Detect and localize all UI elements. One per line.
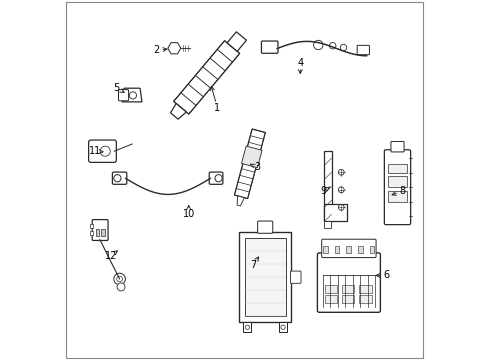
Bar [244,238,285,316]
FancyBboxPatch shape [390,141,403,152]
FancyBboxPatch shape [257,221,272,233]
Polygon shape [203,58,225,80]
Circle shape [114,273,125,285]
Circle shape [215,175,222,182]
Bar [387,191,406,202]
Polygon shape [188,75,210,97]
Circle shape [338,204,344,210]
Bar [369,246,373,253]
Polygon shape [167,42,181,54]
Bar [243,322,251,332]
Bar [96,229,99,236]
Polygon shape [195,67,218,88]
Circle shape [313,40,322,50]
Polygon shape [181,84,203,105]
Bar [358,295,371,303]
Circle shape [129,92,136,99]
Text: 2: 2 [153,45,159,55]
FancyBboxPatch shape [317,253,380,312]
FancyBboxPatch shape [112,172,126,184]
Bar [387,164,406,173]
Polygon shape [246,142,261,152]
Circle shape [114,175,121,182]
Polygon shape [209,49,232,71]
Polygon shape [122,88,142,102]
Circle shape [329,42,335,49]
Bar [358,284,371,292]
Circle shape [117,283,125,291]
Bar [89,231,93,235]
FancyBboxPatch shape [209,172,223,184]
FancyBboxPatch shape [290,271,301,283]
Text: 10: 10 [182,209,194,219]
Bar [323,204,346,221]
Bar [89,224,93,228]
Bar [341,295,354,303]
Bar [324,284,337,292]
Text: 6: 6 [383,270,389,280]
Bar [357,246,362,253]
Circle shape [338,170,344,175]
Text: 7: 7 [250,260,256,270]
Polygon shape [244,149,260,159]
Bar [101,229,104,236]
Bar [341,284,354,292]
Circle shape [117,276,122,282]
Bar [323,246,327,253]
FancyBboxPatch shape [356,45,368,55]
Circle shape [340,44,346,51]
Polygon shape [226,32,246,51]
Circle shape [100,146,110,156]
Circle shape [338,187,344,193]
Polygon shape [241,146,262,168]
Bar [346,246,350,253]
FancyBboxPatch shape [261,41,277,53]
Text: 9: 9 [320,186,326,196]
Polygon shape [248,136,263,146]
Text: 12: 12 [105,251,117,261]
FancyBboxPatch shape [88,140,116,162]
Polygon shape [239,168,254,179]
Polygon shape [237,196,244,206]
Bar [323,151,331,221]
Polygon shape [236,182,251,192]
Polygon shape [173,93,196,114]
Polygon shape [217,41,239,62]
Polygon shape [234,188,249,199]
Polygon shape [250,129,265,139]
Bar [324,295,337,303]
Bar [334,246,339,253]
FancyBboxPatch shape [92,220,108,240]
FancyBboxPatch shape [118,90,128,101]
FancyBboxPatch shape [321,239,375,258]
Bar [279,322,286,332]
Text: 5: 5 [113,83,120,93]
Text: 8: 8 [399,186,405,196]
Polygon shape [238,175,252,185]
Circle shape [280,325,285,329]
Polygon shape [170,103,186,119]
Circle shape [244,325,249,329]
FancyBboxPatch shape [384,150,410,225]
FancyBboxPatch shape [239,232,291,322]
Text: 3: 3 [254,162,260,172]
Bar [387,176,406,187]
Polygon shape [243,156,258,166]
Bar [324,221,330,228]
Text: 4: 4 [297,58,303,68]
Text: 11: 11 [89,146,101,156]
Text: 1: 1 [214,103,220,113]
Polygon shape [241,162,256,172]
